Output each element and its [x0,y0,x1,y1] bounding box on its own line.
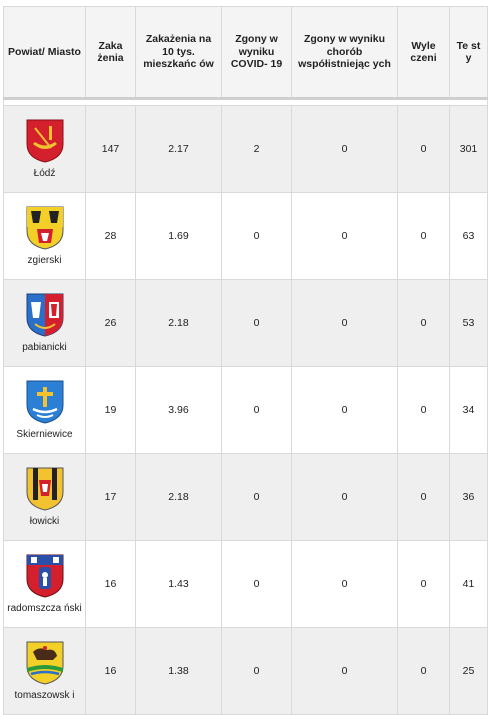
place-name: łowicki [29,516,60,527]
header-per-10k: Zakażenia na 10 tys. mieszkańc ów [135,6,222,99]
spacer-row [3,98,488,106]
place-cell: łowicki [3,453,86,541]
table-row: Łódź 147 2.17 2 0 0 301 [3,105,488,193]
place-name: Skierniewice [16,429,73,440]
covid-deaths-cell: 0 [221,192,292,280]
infections-cell: 26 [85,279,136,367]
place-cell: zgierski [3,192,86,280]
radomszczanski-crest-icon [26,554,63,598]
covid-deaths-cell: 0 [221,540,292,628]
table-row: zgierski 28 1.69 0 0 0 63 [3,192,488,280]
infections-cell: 17 [85,453,136,541]
comorbid-deaths-cell: 0 [291,366,398,454]
tests-cell: 36 [449,453,488,541]
recovered-cell: 0 [397,192,450,280]
recovered-cell: 0 [397,366,450,454]
table-row: Skierniewice 19 3.96 0 0 0 34 [3,366,488,454]
covid-deaths-cell: 0 [221,366,292,454]
tests-cell: 301 [449,105,488,193]
table-row: łowicki 17 2.18 0 0 0 36 [3,453,488,541]
per-10k-cell: 2.18 [135,453,222,541]
recovered-cell: 0 [397,105,450,193]
tests-cell: 34 [449,366,488,454]
comorbid-deaths-cell: 0 [291,105,398,193]
lowicki-crest-icon [26,467,63,511]
per-10k-cell: 3.96 [135,366,222,454]
tests-cell: 25 [449,627,488,715]
zgierski-crest-icon [26,206,63,250]
per-10k-cell: 1.38 [135,627,222,715]
place-name: Łódź [33,168,56,179]
place-cell: Skierniewice [3,366,86,454]
header-place: Powiat/ Miasto [3,6,86,99]
per-10k-cell: 2.18 [135,279,222,367]
covid-deaths-cell: 2 [221,105,292,193]
infections-cell: 28 [85,192,136,280]
tests-cell: 41 [449,540,488,628]
header-infections: Zaka żenia [85,6,136,99]
covid-stats-table: Powiat/ Miasto Zaka żenia Zakażenia na 1… [3,6,488,715]
place-name: radomszcza ński [7,603,82,614]
tomaszowski-crest-icon [26,641,63,685]
place-cell: Łódź [3,105,86,193]
table-row: tomaszowsk i 16 1.38 0 0 0 25 [3,627,488,715]
per-10k-cell: 2.17 [135,105,222,193]
per-10k-cell: 1.69 [135,192,222,280]
recovered-cell: 0 [397,453,450,541]
place-name: pabianicki [22,342,67,353]
infections-cell: 147 [85,105,136,193]
place-cell: pabianicki [3,279,86,367]
place-cell: radomszcza ński [3,540,86,628]
recovered-cell: 0 [397,540,450,628]
header-covid-deaths: Zgony w wyniku COVID- 19 [221,6,292,99]
header-tests: Te st y [449,6,488,99]
table-row: radomszcza ński 16 1.43 0 0 0 41 [3,540,488,628]
place-name: tomaszowsk i [14,690,75,701]
comorbid-deaths-cell: 0 [291,627,398,715]
comorbid-deaths-cell: 0 [291,453,398,541]
infections-cell: 16 [85,627,136,715]
covid-deaths-cell: 0 [221,279,292,367]
recovered-cell: 0 [397,627,450,715]
tests-cell: 53 [449,279,488,367]
skierniewice-crest-icon [26,380,63,424]
tests-cell: 63 [449,192,488,280]
comorbid-deaths-cell: 0 [291,192,398,280]
table-row: pabianicki 26 2.18 0 0 0 53 [3,279,488,367]
comorbid-deaths-cell: 0 [291,540,398,628]
header-recovered: Wyle czeni [397,6,450,99]
per-10k-cell: 1.43 [135,540,222,628]
pabianicki-crest-icon [26,293,63,337]
place-name: zgierski [27,255,62,266]
lodz-crest-icon [26,119,63,163]
spacer-cell [3,98,488,106]
covid-deaths-cell: 0 [221,453,292,541]
covid-deaths-cell: 0 [221,627,292,715]
header-comorbid-deaths: Zgony w wyniku chorób współistniejąc ych [291,6,398,99]
place-cell: tomaszowsk i [3,627,86,715]
infections-cell: 19 [85,366,136,454]
infections-cell: 16 [85,540,136,628]
comorbid-deaths-cell: 0 [291,279,398,367]
table-header-row: Powiat/ Miasto Zaka żenia Zakażenia na 1… [3,6,488,99]
recovered-cell: 0 [397,279,450,367]
